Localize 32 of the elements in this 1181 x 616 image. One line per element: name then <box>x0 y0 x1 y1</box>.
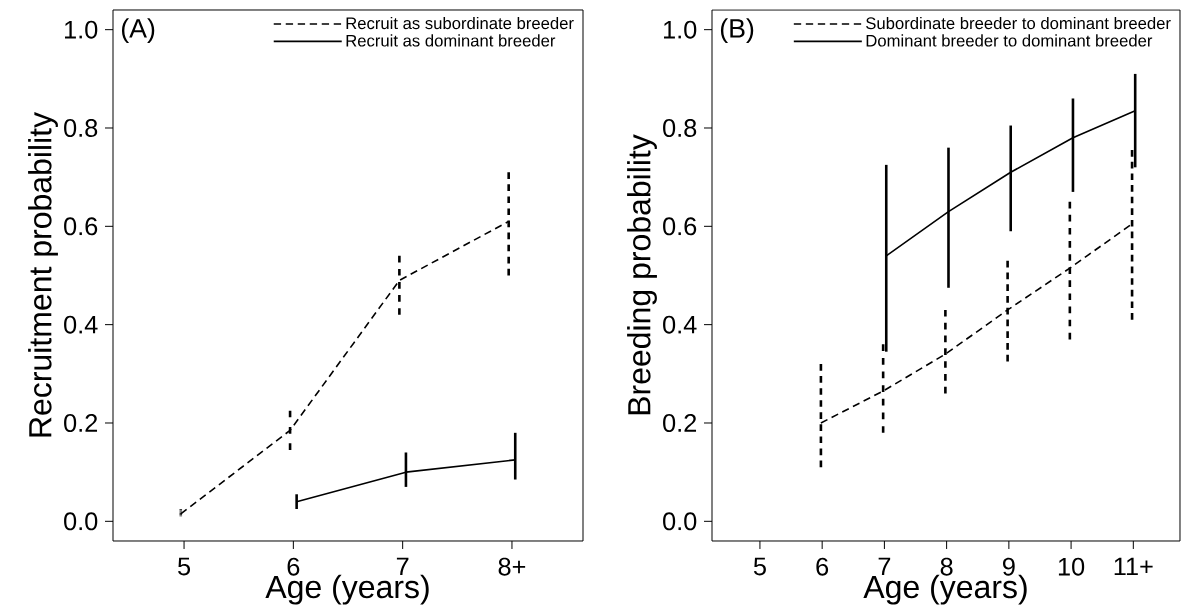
x-tick-label: 7 <box>878 557 891 576</box>
y-tick-label: 0.0 <box>663 512 697 531</box>
x-tick-label: 11+ <box>1114 557 1153 576</box>
annotation: (A) <box>121 18 155 44</box>
legend-label: Dominant breeder to dominant breeder <box>866 34 1153 47</box>
x-tick-label: 9 <box>1003 557 1015 576</box>
y-tick-label: 0.2 <box>64 414 98 432</box>
annotation: (B) <box>720 18 754 44</box>
y-tick-label: 0.4 <box>663 315 697 334</box>
legend-label: Subordinate breeder to dominant breeder <box>866 16 1171 30</box>
y-tick-label: 0.8 <box>64 119 98 137</box>
legend-label: Recruit as dominant breeder <box>346 34 556 47</box>
x-tick-label: 8 <box>940 557 953 576</box>
x-tick-label: 8+ <box>498 557 526 576</box>
x-tick-label: 6 <box>816 557 829 576</box>
x-tick-label: 6 <box>287 557 300 576</box>
y-axis-title: Breeding probability <box>627 134 657 415</box>
legend-label: Recruit as subordinate breeder <box>346 16 574 30</box>
y-tick-label: 0.2 <box>663 414 697 432</box>
x-axis-title: Age (years) <box>863 574 1027 605</box>
x-tick-label: 5 <box>753 557 766 576</box>
y-tick-label: 1.0 <box>664 20 697 39</box>
y-tick-label: 0.4 <box>64 315 98 334</box>
x-tick-label: 7 <box>396 557 409 576</box>
y-tick-label: 0.6 <box>663 217 697 236</box>
y-tick-label: 0.0 <box>64 512 98 531</box>
x-tick-label: 10 <box>1058 557 1085 576</box>
y-tick-label: 0.6 <box>64 217 98 236</box>
y-axis-title: Recruitment probability <box>28 112 58 437</box>
y-tick-label: 0.8 <box>663 119 697 137</box>
y-tick-label: 1.0 <box>65 20 98 39</box>
x-tick-label: 5 <box>178 557 191 576</box>
